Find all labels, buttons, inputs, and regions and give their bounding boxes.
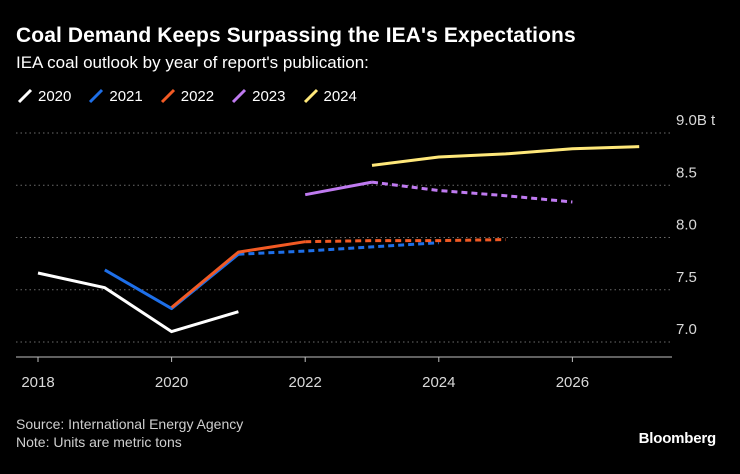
legend-label: 2023 <box>252 87 286 105</box>
legend-item: 2024 <box>302 87 357 105</box>
x-tick-label: 2024 <box>422 374 455 391</box>
legend-swatch <box>89 88 104 104</box>
x-tick-label: 2018 <box>21 374 54 391</box>
series-2020 <box>37 271 239 334</box>
legend-item: 2022 <box>159 87 214 105</box>
series-2021 <box>104 241 439 311</box>
x-tick-label: 2022 <box>289 374 322 391</box>
y-tick-label: 7.0 <box>676 321 697 338</box>
legend: 2020 2021 2022 2023 2024 <box>16 86 373 106</box>
grid-lines <box>16 132 672 343</box>
x-tick-label: 2026 <box>556 374 589 391</box>
footer: Source: International Energy Agency Note… <box>16 415 243 451</box>
y-tick-label: 8.5 <box>676 164 697 181</box>
y-tick-label: 7.5 <box>676 269 697 286</box>
legend-item: 2023 <box>230 87 286 105</box>
legend-label: 2021 <box>109 87 143 105</box>
legend-swatch <box>160 88 175 104</box>
series-line <box>371 145 640 167</box>
source-note: Source: International Energy Agency <box>16 416 244 432</box>
bloomberg-logo: Bloomberg <box>638 430 717 447</box>
series-2023 <box>304 180 573 204</box>
y-tick-label: 9.0B t <box>676 112 716 129</box>
legend-item: 2021 <box>87 87 143 105</box>
chart-subtitle: IEA coal outlook by year of report's pub… <box>16 53 369 72</box>
legend-swatch <box>232 88 247 104</box>
series-line <box>304 180 373 197</box>
series-2024 <box>371 145 640 167</box>
y-tick-label: 8.0 <box>676 217 697 234</box>
units-note: Note: Units are metric tons <box>16 434 182 450</box>
series-2022 <box>170 238 506 309</box>
legend-label: 2020 <box>38 87 72 105</box>
x-tick-label: 2020 <box>155 374 188 391</box>
legend-label: 2024 <box>323 87 357 105</box>
legend-swatch <box>17 88 33 104</box>
series-forecast-line <box>371 180 573 204</box>
legend-swatch <box>303 88 318 104</box>
chart-title: Coal Demand Keeps Surpassing the IEA's E… <box>16 24 576 47</box>
legend-label: 2022 <box>180 87 215 105</box>
series-forecast-line <box>238 241 439 256</box>
series-line <box>170 240 306 309</box>
series-forecast-line <box>305 238 506 244</box>
series-line <box>37 271 239 334</box>
legend-item: 2020 <box>16 87 71 105</box>
series-lines <box>37 145 640 334</box>
axes: 9.0B t 8.5 8.0 7.5 7.0 2018 2020 2022 2024 2026 <box>16 112 716 391</box>
